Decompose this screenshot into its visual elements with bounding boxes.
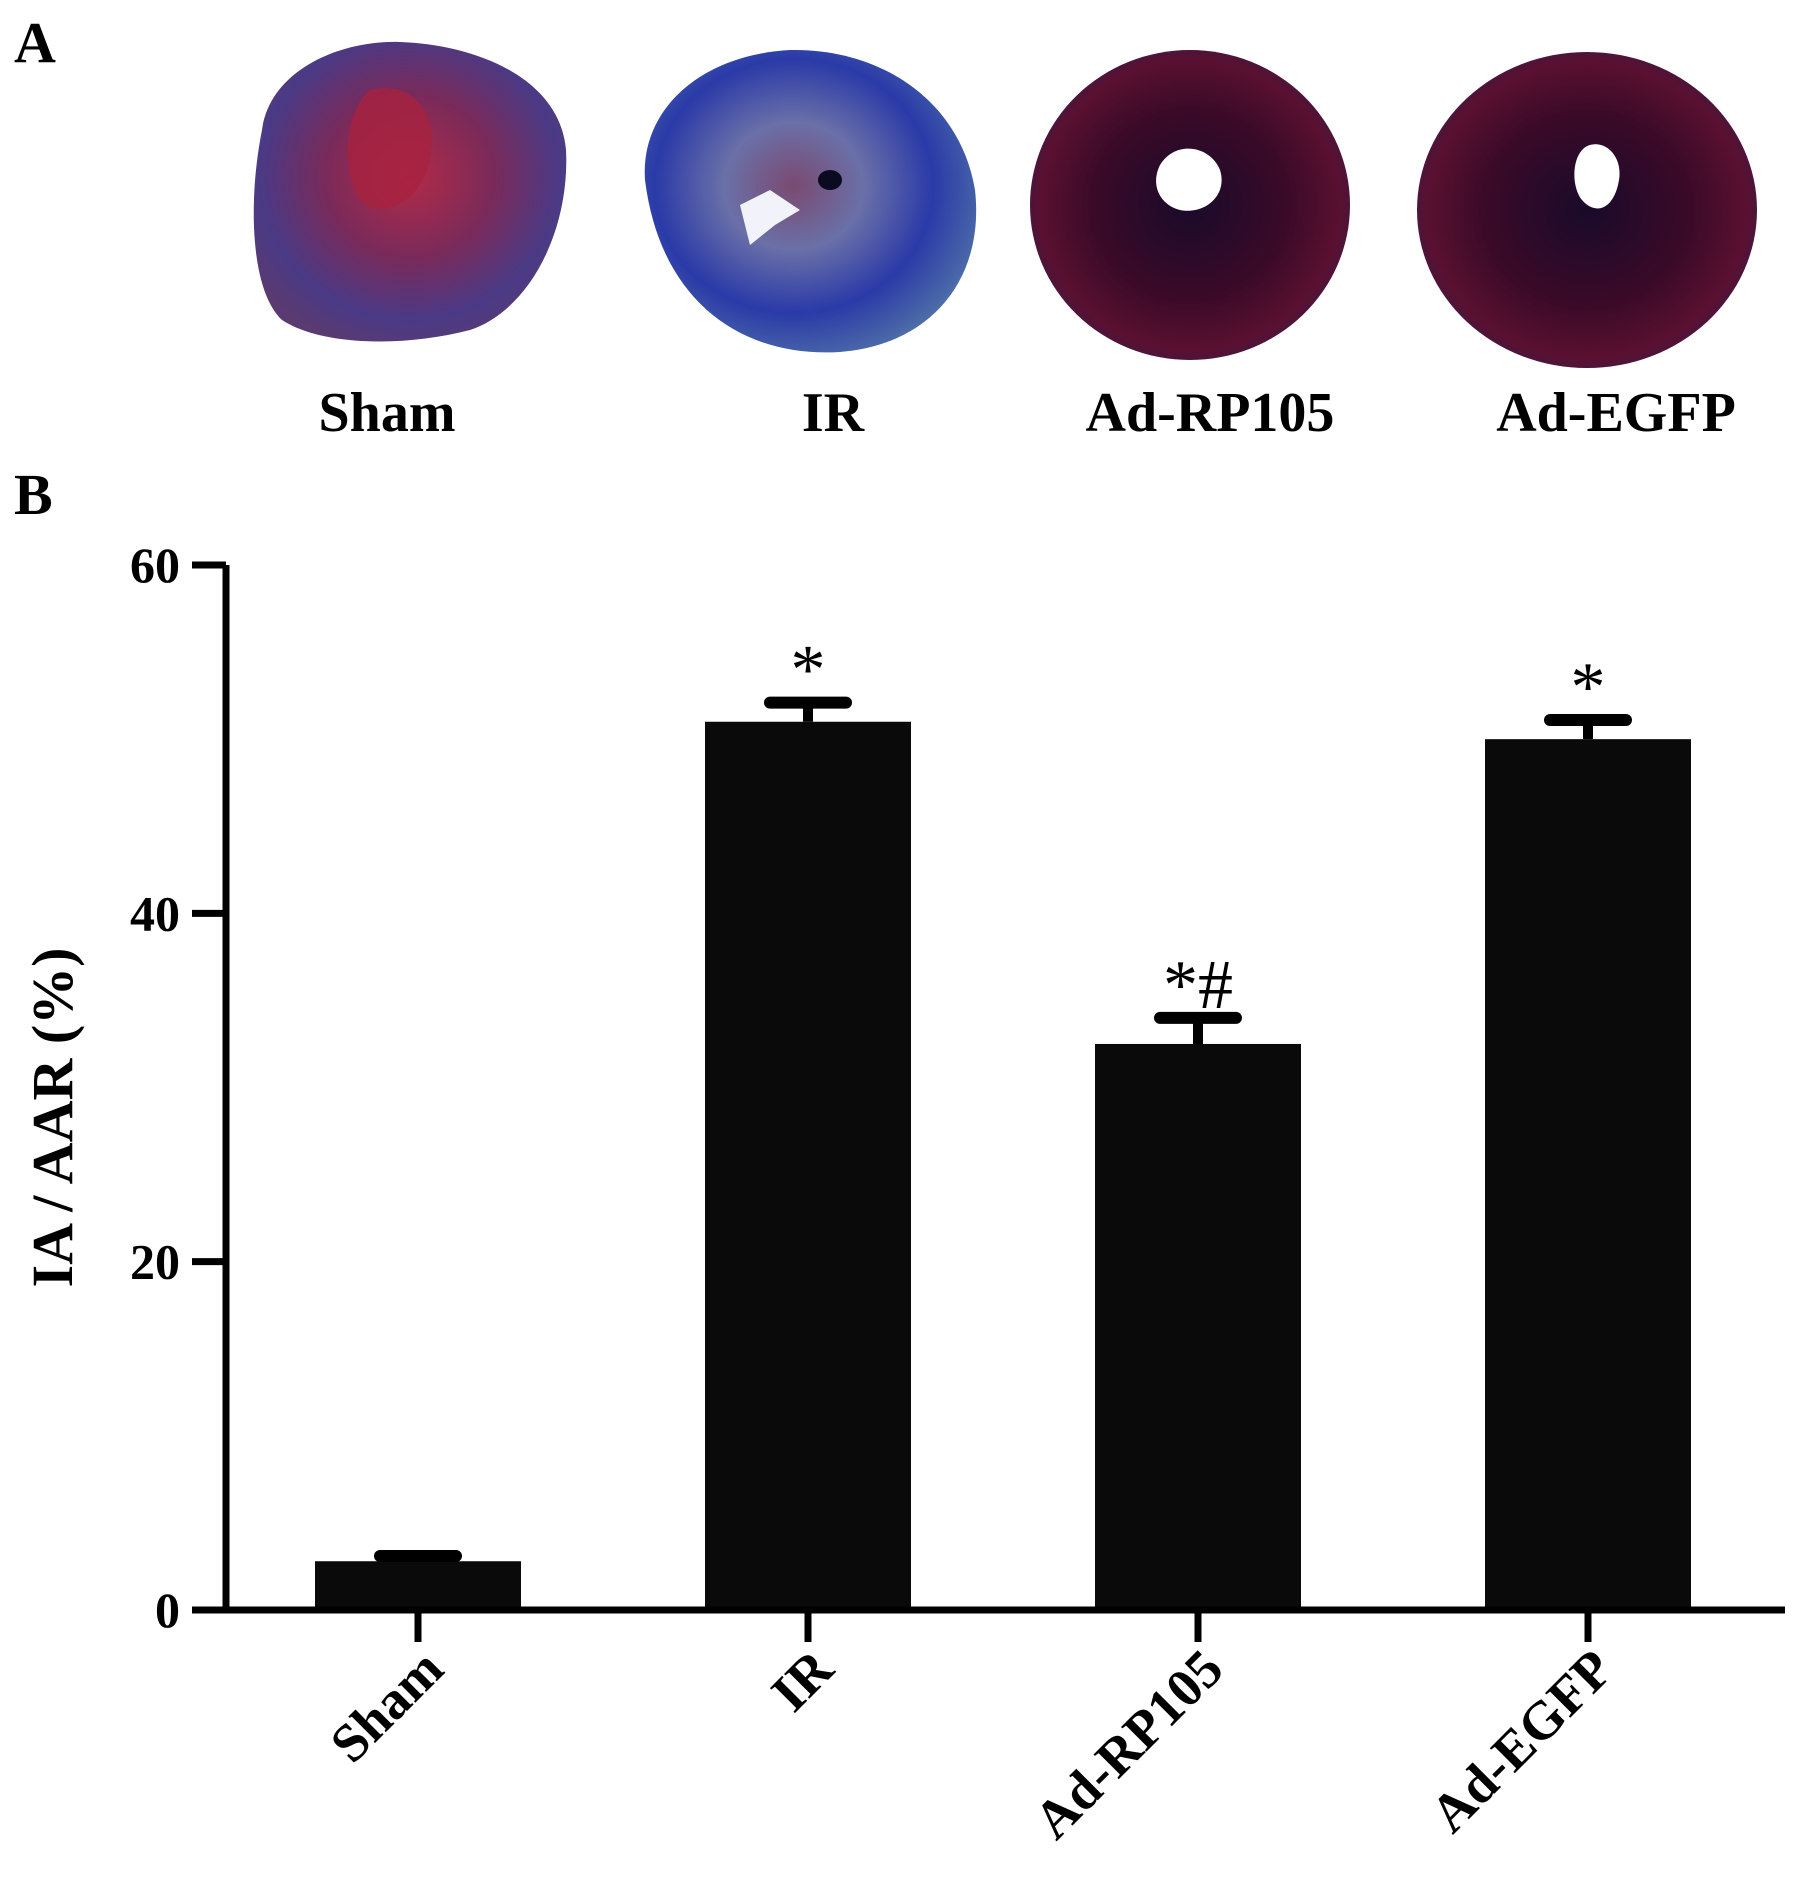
x-tick-label-3: Ad-EGFP (1419, 1638, 1625, 1844)
slice-label-ir: IR (801, 382, 865, 444)
x-tick-label-1: IR (760, 1637, 846, 1723)
slice-label-sham: Sham (318, 382, 456, 444)
slice-ir (644, 49, 977, 353)
y-tick-label-2: 40 (130, 885, 180, 941)
slice-sham (253, 41, 567, 342)
panel-label-b: B (14, 462, 53, 527)
panel-label-a: A (14, 10, 56, 75)
x-tick-label-2: Ad-RP105 (1022, 1638, 1234, 1850)
slice-ad-rp105 (1030, 50, 1350, 360)
slice-label-ad-egfp: Ad-EGFP (1496, 382, 1736, 444)
y-tick-label-3: 60 (130, 537, 180, 593)
y-axis-label: IA / AAR (%) (20, 948, 85, 1288)
bar-0 (315, 1561, 521, 1610)
slice-label-ad-rp105: Ad-RP105 (1085, 382, 1335, 444)
bar-3 (1485, 739, 1691, 1610)
significance-mark-3: * (1571, 649, 1606, 726)
x-tick-label-0: Sham (319, 1638, 455, 1774)
bar-1 (705, 721, 911, 1610)
y-tick-label-1: 20 (130, 1234, 180, 1290)
slice-ad-egfp (1417, 52, 1757, 368)
significance-mark-1: * (791, 632, 826, 709)
y-tick-label-0: 0 (155, 1582, 180, 1638)
bar-2 (1095, 1043, 1301, 1610)
heart-slice-images (253, 41, 1757, 368)
significance-mark-2: *# (1163, 947, 1233, 1024)
